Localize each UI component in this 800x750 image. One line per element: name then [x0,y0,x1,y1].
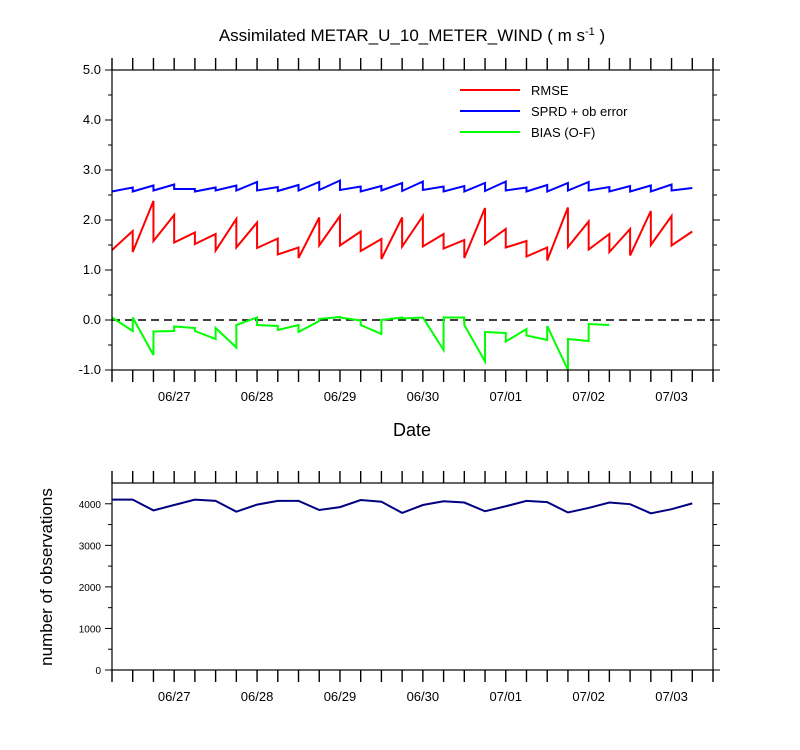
series-line-bias-o-f- [111,315,610,371]
y-tick-label: 4.0 [83,112,101,127]
legend-label: BIAS (O-F) [531,125,595,140]
y-tick-label: 1.0 [83,262,101,277]
top-series-layer [111,178,693,371]
top-ticks-layer: -1.0 0.0 1.0 2.0 3.0 4.0 5.0 06/27 06/28 06/29 06/… [79,58,720,404]
x-tick-label: 06/30 [407,689,440,704]
observations-chart: 0 1000 2000 3000 4000 06/27 06/28 06/29 06/30 07/… [37,471,720,704]
x-tick-label: 07/01 [489,689,522,704]
y-tick-label: 2.0 [83,212,101,227]
x-axis-label: Date [393,420,431,440]
y-tick-label: -1.0 [79,362,101,377]
y-tick-label: 4000 [79,500,102,511]
x-tick-label: 06/27 [158,389,191,404]
rmse-chart: Assimilated METAR_U_10_METER_WIND ( m s-… [79,26,720,440]
series-line-observations [112,498,693,515]
x-tick-label: 06/29 [324,389,357,404]
x-tick-label: 07/01 [489,389,522,404]
y-tick-label: 0.0 [83,312,101,327]
legend-label: SPRD + ob error [531,104,628,119]
bottom-ticks-layer: 0 1000 2000 3000 4000 06/27 06/28 06/29 06/30 07/… [79,471,720,704]
x-tick-label: 06/30 [407,389,440,404]
x-tick-label: 07/03 [655,689,688,704]
series-line-sprd-ob-error [111,178,693,193]
y-axis-label: number of observations [37,488,56,666]
series-line-rmse [111,200,693,261]
x-tick-label: 07/02 [572,689,605,704]
x-tick-label: 07/03 [655,389,688,404]
bottom-plot-frame [111,482,714,671]
x-tick-label: 06/29 [324,689,357,704]
y-tick-label: 1000 [79,624,102,635]
y-tick-label: 2000 [79,583,102,594]
legend: RMSE SPRD + ob error BIAS (O-F) [460,83,628,140]
chart-title: Assimilated METAR_U_10_METER_WIND ( m s-… [219,26,605,45]
legend-label: RMSE [531,83,569,98]
x-tick-label: 06/27 [158,689,191,704]
x-tick-label: 07/02 [572,389,605,404]
y-tick-label: 3.0 [83,162,101,177]
x-tick-label: 06/28 [241,389,274,404]
y-tick-label: 3000 [79,541,102,552]
y-tick-label: 0 [95,666,101,677]
bottom-series-layer [112,498,693,515]
x-tick-label: 06/28 [241,689,274,704]
y-tick-label: 5.0 [83,62,101,77]
